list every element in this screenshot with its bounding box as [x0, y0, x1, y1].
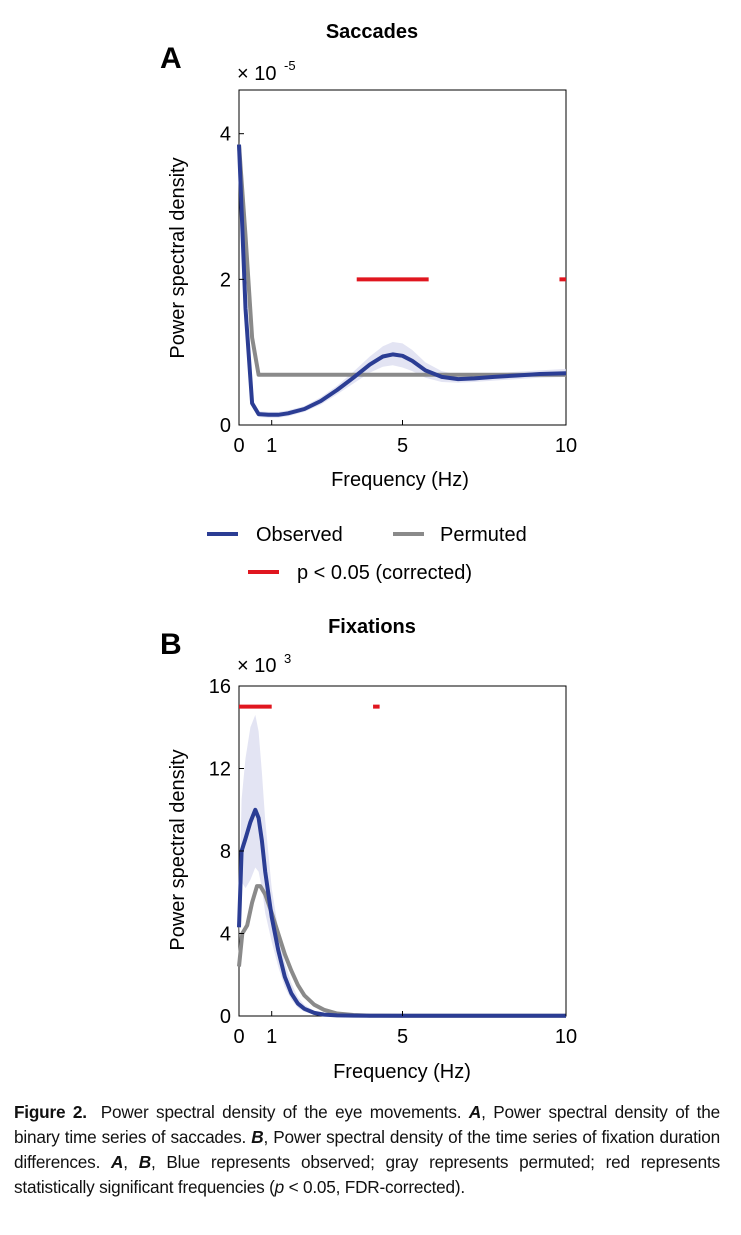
panel-a-permuted-line [237, 144, 566, 377]
panel-b-observed-band [239, 714, 566, 1016]
panel-b-xtick-label-2: 5 [397, 1026, 408, 1048]
caption-ab-sep: , [123, 1152, 139, 1172]
caption-a-label: A [468, 1102, 482, 1122]
panel-b-exponent: 3 [284, 651, 291, 666]
panel-b-ytick-label-4: 16 [209, 676, 231, 698]
legend-permuted-label: Permuted [440, 524, 527, 546]
panel-a-exponent: -5 [284, 58, 296, 73]
legend-significant-label: p < 0.05 (corrected) [297, 562, 472, 584]
panel-b-title: Fixations [328, 616, 416, 638]
caption-b-label: B [251, 1127, 264, 1147]
panel-a-observed-line [237, 144, 567, 417]
panel-a-xtick-label-2: 5 [397, 435, 408, 457]
panel-b-ytick-label-2: 8 [220, 841, 231, 863]
panel-a-letter: A [160, 42, 182, 75]
panel-a-ytick-label-1: 2 [220, 269, 231, 291]
figure: A Saccades × 10 -5 Power spectral densit… [160, 21, 577, 1083]
caption-ab-a: A [111, 1152, 124, 1172]
panel-b-ytick-label-3: 12 [209, 759, 231, 781]
legend-observed-label: Observed [256, 524, 343, 546]
panel-a-observed-band [239, 141, 566, 418]
caption-ab-text: , Blue represents observed; gray represe… [14, 1152, 720, 1197]
caption-p-text: < 0.05, FDR-corrected). [284, 1177, 466, 1197]
panel-a-ylabel: Power spectral density [167, 157, 189, 358]
legend: Observed Permuted p < 0.05 (corrected) [207, 524, 527, 584]
panel-a-xtick-label-0: 0 [233, 435, 244, 457]
panel-a: A Saccades × 10 -5 Power spectral densit… [160, 21, 577, 491]
panel-b-xlabel: Frequency (Hz) [333, 1061, 471, 1083]
panel-b-xtick-label-1: 1 [266, 1026, 277, 1048]
caption-label: Figure 2. [14, 1102, 87, 1122]
panel-a-title: Saccades [326, 21, 418, 43]
panel-a-xlabel: Frequency (Hz) [331, 469, 469, 491]
panel-a-xtick-label-1: 1 [266, 435, 277, 457]
panel-a-xtick-label-3: 10 [555, 435, 577, 457]
panel-a-exponent-base: × 10 [237, 63, 276, 85]
caption-b-text: , Power spectral density of the time ser… [14, 1127, 720, 1172]
panel-b-exponent-base: × 10 [237, 655, 276, 677]
caption-p: p [274, 1177, 285, 1197]
panel-b: B Fixations × 10 3 Power spectral densit… [160, 616, 577, 1083]
panel-a-ytick-label-0: 0 [220, 415, 231, 437]
panel-a-ytick-label-2: 4 [220, 124, 231, 146]
caption-sentence: Power spectral density of the eye moveme… [100, 1102, 462, 1122]
panel-b-letter: B [160, 628, 182, 661]
panel-b-observed-line [237, 807, 566, 1018]
figure-caption: Figure 2. Power spectral density of the e… [14, 1100, 720, 1200]
panel-b-permuted-line [237, 884, 566, 1018]
panel-b-xtick-label-3: 10 [555, 1026, 577, 1048]
panel-b-ylabel: Power spectral density [167, 749, 189, 950]
caption-ab-b: B [138, 1152, 151, 1172]
caption-a-text: , Power spectral density of the binary t… [14, 1102, 720, 1147]
panel-b-ytick-label-0: 0 [220, 1006, 231, 1028]
panel-b-ytick-label-1: 4 [220, 924, 231, 946]
panel-b-xtick-label-0: 0 [233, 1026, 244, 1048]
